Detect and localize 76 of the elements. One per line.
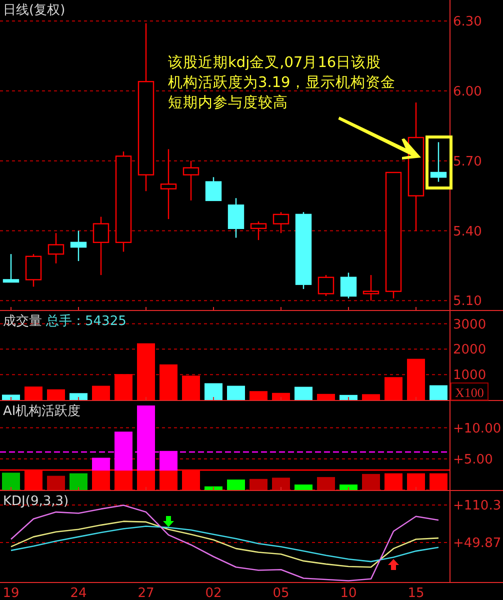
bar	[92, 458, 110, 471]
bar	[317, 394, 335, 400]
bar	[24, 386, 42, 400]
chart-title: 日线(复权)	[3, 3, 66, 18]
bar	[204, 486, 222, 490]
y-tick-label: +110.3	[453, 498, 502, 514]
text: X100	[455, 385, 484, 400]
candlestick	[48, 232, 64, 264]
bar	[294, 484, 312, 490]
candlestick	[362, 274, 380, 302]
chart-subtitle: 总手：54325	[45, 314, 126, 329]
bar	[340, 484, 358, 490]
candlestick	[25, 253, 42, 288]
bar	[227, 386, 245, 400]
bar	[384, 473, 402, 490]
bar	[92, 470, 110, 490]
y-tick-label: 5.10	[453, 294, 482, 310]
bar	[362, 394, 380, 400]
candlestick	[340, 272, 357, 299]
candlestick	[160, 148, 177, 220]
bar	[430, 385, 448, 400]
candlestick	[70, 230, 87, 262]
bar	[430, 473, 448, 490]
bar	[407, 358, 425, 400]
x-tick-label: 27	[138, 586, 154, 600]
candlestick	[430, 142, 447, 182]
candlestick	[2, 253, 20, 283]
bar	[340, 394, 358, 400]
bar	[160, 470, 178, 490]
y-tick-label: +49.87	[453, 536, 502, 552]
candlestick	[272, 212, 290, 234]
y-tick-label: 2000	[453, 342, 486, 358]
bar	[227, 480, 245, 490]
bar	[250, 391, 268, 400]
bar	[137, 343, 155, 400]
bar	[2, 472, 20, 490]
candlestick	[250, 220, 267, 241]
y-tick-label: +5.00	[453, 452, 493, 468]
x-tick-label: 19	[2, 586, 20, 600]
bar	[92, 386, 110, 400]
y-tick-label: 5.40	[453, 224, 482, 240]
bar	[114, 374, 132, 400]
y-tick-label: 3000	[453, 317, 486, 332]
bar	[70, 473, 88, 490]
bar	[407, 473, 425, 490]
bar	[182, 376, 200, 400]
x-tick-label: 24	[70, 586, 87, 600]
candlestick	[205, 176, 222, 202]
bar	[137, 470, 155, 490]
candlestick	[228, 198, 244, 238]
bar	[272, 392, 290, 400]
bar	[160, 364, 178, 400]
y-tick-label: 5.70	[453, 154, 482, 170]
bar	[384, 377, 402, 400]
y-tick-label: +10.00	[453, 421, 502, 436]
x-tick-label: 05	[272, 586, 290, 600]
candlestick	[318, 274, 334, 297]
candlestick	[182, 160, 200, 202]
bar	[114, 470, 132, 490]
bar	[70, 393, 88, 400]
y-tick-label: 6.00	[453, 84, 482, 100]
x-tick-label: 15	[408, 586, 424, 600]
y-tick-label: 6.30	[453, 14, 482, 30]
bar	[204, 383, 222, 400]
bar	[47, 389, 65, 400]
bar	[294, 386, 312, 400]
y-tick-label: 1000	[453, 368, 486, 384]
line-series	[10, 520, 440, 568]
chart-title: AI机构活跃度	[3, 403, 81, 419]
bar	[2, 394, 20, 400]
chart-title: 成交量	[3, 314, 42, 329]
annotation: 该股近期kdj金叉,07月16日该股机构活跃度为3.19，显示机构资金短期内参与度较高	[168, 54, 396, 111]
candlestick	[92, 216, 110, 276]
x-tick-label: 10	[340, 586, 357, 600]
chart-title: KDJ(9,3,3)	[3, 494, 69, 509]
x-tick-label: 02	[205, 586, 222, 600]
